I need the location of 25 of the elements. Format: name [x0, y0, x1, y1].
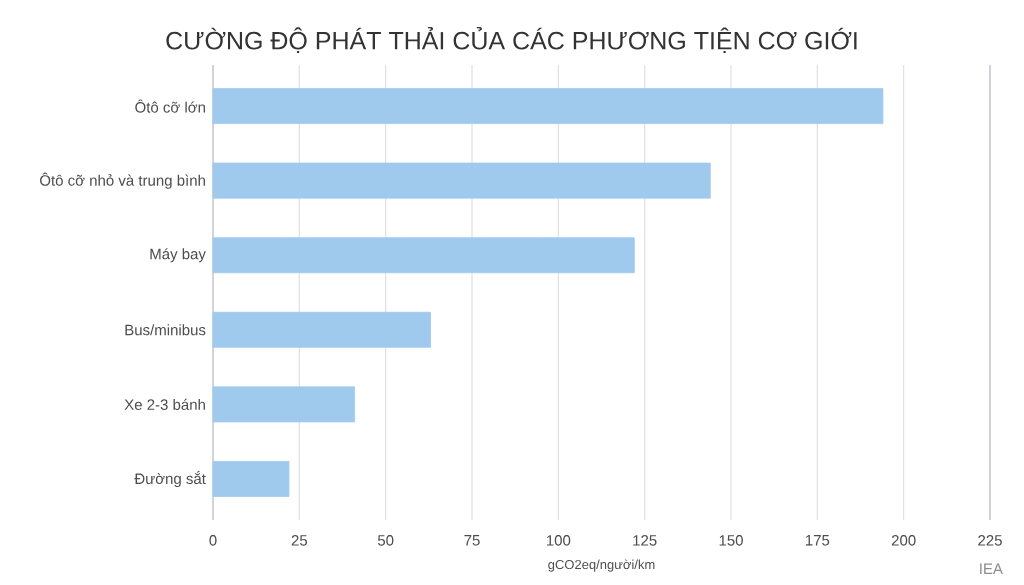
bar: [212, 237, 635, 274]
x-axis-title: gCO2eq/người/km: [548, 559, 655, 572]
bar: [212, 88, 884, 124]
x-tick-label: 175: [805, 535, 830, 546]
y-tick-label: Bus/minibus: [125, 324, 206, 336]
x-tick-label: 150: [719, 535, 743, 546]
bar: [212, 461, 290, 497]
y-tick-label: Đường sắt: [134, 470, 206, 488]
x-tick-label: 0: [209, 535, 217, 546]
x-tick-label: 100: [546, 535, 571, 546]
y-tick-label: Máy bay: [150, 248, 206, 263]
x-tick-label: 25: [291, 535, 308, 546]
y-tick-label: Xe 2-3 bánh: [124, 398, 205, 410]
x-tick-label: 200: [891, 535, 916, 546]
bar: [212, 311, 431, 348]
x-tick-label: 125: [633, 535, 657, 546]
chart-title: CƯỜNG ĐỘ PHÁT THẢI CỦA CÁC PHƯƠNG TIỆN CƠ GIỚI: [166, 26, 857, 54]
text: IEA: [980, 563, 1003, 574]
bar: [212, 162, 711, 199]
y-tick-label: Ôtô cỡ nhỏ và trung bình: [40, 172, 205, 189]
x-tick-label: 225: [978, 535, 1002, 546]
x-tick-label: 75: [464, 535, 480, 546]
x-tick-label: 50: [377, 535, 394, 546]
bar: [212, 386, 355, 423]
y-tick-label: Ôtô cỡ lớn: [135, 99, 205, 113]
